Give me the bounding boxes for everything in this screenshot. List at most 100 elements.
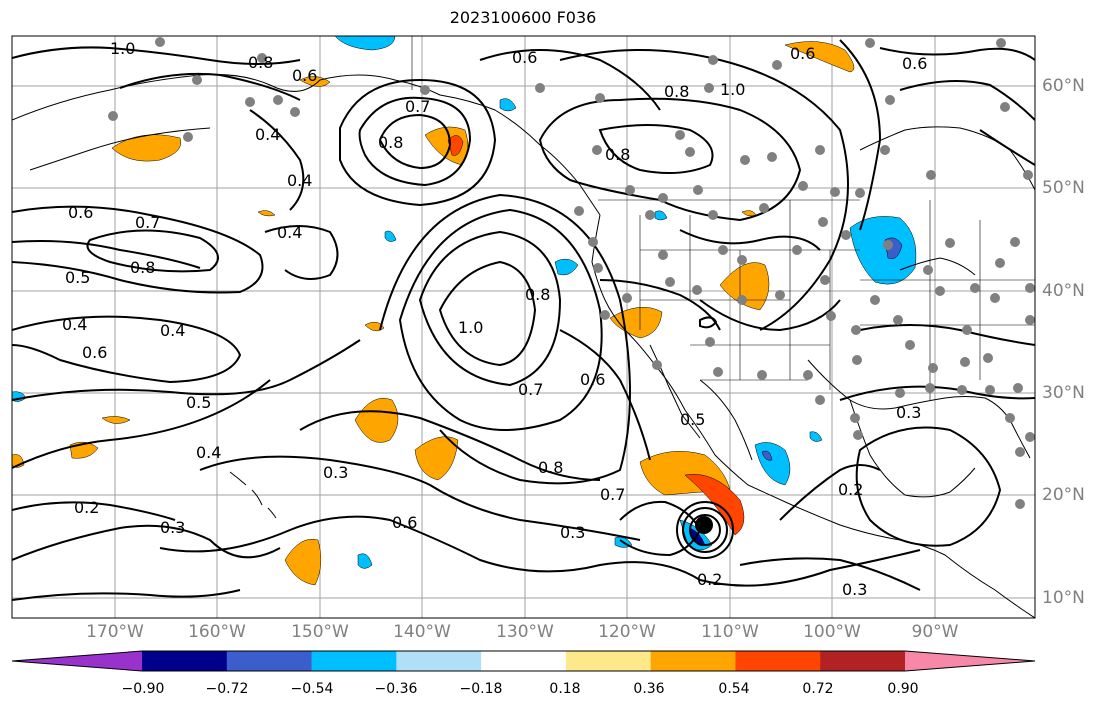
contour-label: 0.2 bbox=[838, 480, 863, 499]
lon-label-130w: 130°W bbox=[496, 622, 554, 642]
colorbar-tick-label: −0.36 bbox=[374, 681, 418, 697]
contours bbox=[12, 39, 1035, 601]
contour-label: 0.3 bbox=[160, 518, 185, 537]
lat-label-40n: 40°N bbox=[1042, 281, 1085, 301]
lon-label-90w: 90°W bbox=[911, 622, 959, 642]
map-title: 2023100600 F036 bbox=[449, 8, 597, 27]
contour-label: 0.8 bbox=[525, 285, 550, 304]
colorbar-segment bbox=[565, 651, 652, 671]
colorbar-outline bbox=[11, 650, 1036, 672]
shaded-anomalies bbox=[12, 36, 917, 586]
contour-label: 1.0 bbox=[110, 39, 135, 58]
colorbar-extend-min bbox=[12, 651, 142, 671]
contour-label: 1.0 bbox=[720, 80, 745, 99]
contour-label: 0.7 bbox=[600, 485, 625, 504]
negative-patch bbox=[554, 258, 579, 276]
contour-label: 0.4 bbox=[62, 315, 87, 334]
colorbar bbox=[11, 650, 1036, 672]
contour-label: 0.7 bbox=[405, 97, 430, 116]
lon-label-170w: 170°W bbox=[86, 622, 144, 642]
contour-label: 0.6 bbox=[392, 513, 417, 532]
positive-patch bbox=[257, 210, 276, 217]
negative-patch bbox=[357, 553, 373, 569]
colorbar-tick-label: 0.18 bbox=[549, 681, 581, 697]
negative-patch bbox=[761, 450, 773, 461]
contour-label: 0.6 bbox=[580, 370, 605, 389]
colorbar-segment bbox=[735, 651, 821, 671]
lat-label-20n: 20°N bbox=[1042, 485, 1085, 505]
colorbar-segment bbox=[142, 651, 228, 671]
contour-label: 0.8 bbox=[605, 145, 630, 164]
lat-label-60n: 60°N bbox=[1042, 76, 1085, 96]
colorbar-segment bbox=[226, 651, 313, 671]
lon-label-160w: 160°W bbox=[188, 622, 246, 642]
colorbar-segment bbox=[820, 651, 906, 671]
contour-label: 0.5 bbox=[680, 410, 705, 429]
colorbar-tick-label: −0.72 bbox=[205, 681, 249, 697]
contour-label: 0.5 bbox=[186, 393, 211, 412]
lon-label-150w: 150°W bbox=[291, 622, 349, 642]
negative-patch bbox=[334, 36, 396, 51]
colorbar-tick-label: 0.72 bbox=[802, 681, 834, 697]
contour-label: 0.8 bbox=[248, 53, 273, 72]
contour-label: 0.2 bbox=[697, 570, 722, 589]
positive-patch bbox=[111, 134, 182, 162]
colorbar-tick-label: −0.18 bbox=[459, 681, 503, 697]
colorbar-tick-label: 0.54 bbox=[718, 681, 750, 697]
colorbar-tick-label: −0.54 bbox=[290, 681, 334, 697]
contour-label: 0.4 bbox=[255, 125, 280, 144]
contour-labels: 1.0 0.8 0.6 0.6 0.6 0.7 0.8 0.4 0.4 0.6 … bbox=[62, 39, 927, 599]
contour-label: 0.7 bbox=[518, 380, 543, 399]
negative-patch bbox=[809, 431, 823, 442]
contour-label: 0.7 bbox=[135, 213, 160, 232]
negative-patch bbox=[499, 98, 517, 112]
lat-label-50n: 50°N bbox=[1042, 178, 1085, 198]
coastlines bbox=[12, 73, 1035, 618]
negative-patch bbox=[654, 210, 668, 221]
lon-label-110w: 110°W bbox=[701, 622, 759, 642]
contour-label: 0.8 bbox=[538, 458, 563, 477]
positive-patch bbox=[284, 538, 322, 586]
contour-label: 0.4 bbox=[196, 443, 221, 462]
positive-patch bbox=[364, 321, 385, 332]
contour-label: 0.6 bbox=[902, 54, 927, 73]
colorbar-segment bbox=[481, 651, 567, 671]
contour-label: 0.6 bbox=[82, 343, 107, 362]
lat-label-10n: 10°N bbox=[1042, 588, 1085, 608]
positive-patch bbox=[414, 436, 459, 481]
contour-label: 0.3 bbox=[560, 523, 585, 542]
contour-label: 0.6 bbox=[790, 44, 815, 63]
colorbar-segment bbox=[311, 651, 397, 671]
colorbar-segment bbox=[396, 651, 482, 671]
contour-label: 0.3 bbox=[842, 580, 867, 599]
positive-patch bbox=[101, 416, 131, 424]
map-frame bbox=[11, 35, 1036, 619]
lat-label-30n: 30°N bbox=[1042, 383, 1085, 403]
storm-center-marker bbox=[695, 516, 713, 534]
contour-label: 0.5 bbox=[65, 268, 90, 287]
contour-label: 0.4 bbox=[160, 321, 185, 340]
contour-label: 0.4 bbox=[287, 171, 312, 190]
colorbar-extend-max bbox=[905, 651, 1035, 671]
contour-label: 0.6 bbox=[292, 66, 317, 85]
colorbar-tick-label: 0.36 bbox=[633, 681, 665, 697]
colorbar-segment bbox=[650, 651, 736, 671]
contour-label: 0.2 bbox=[74, 498, 99, 517]
contour-label: 0.8 bbox=[378, 133, 403, 152]
contour-label: 1.0 bbox=[458, 318, 483, 337]
positive-patch bbox=[784, 41, 855, 73]
positive-patch bbox=[354, 398, 399, 443]
negative-patch bbox=[384, 230, 397, 242]
colorbar-tick-label: −0.90 bbox=[121, 681, 165, 697]
positive-patch bbox=[447, 135, 464, 156]
contour-label: 0.3 bbox=[323, 463, 348, 482]
contour-label: 0.4 bbox=[277, 223, 302, 242]
contour-label: 0.8 bbox=[664, 82, 689, 101]
station-dots bbox=[108, 37, 1035, 509]
contour-label: 0.8 bbox=[130, 258, 155, 277]
contour-label: 0.6 bbox=[512, 48, 537, 67]
lon-label-120w: 120°W bbox=[598, 622, 656, 642]
lon-label-100w: 100°W bbox=[803, 622, 861, 642]
lon-label-140w: 140°W bbox=[393, 622, 451, 642]
